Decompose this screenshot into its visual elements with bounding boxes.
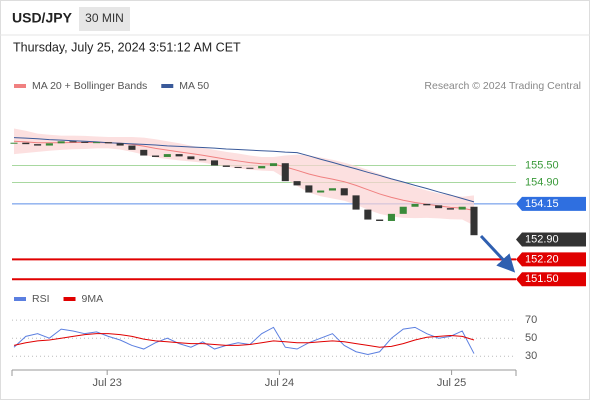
candle — [364, 209, 372, 220]
candle — [140, 149, 148, 156]
legend-swatch — [14, 84, 26, 88]
legend-swatch — [14, 297, 26, 301]
candle — [269, 163, 278, 167]
candle — [258, 166, 266, 169]
y-tick-label: 50 — [525, 332, 537, 344]
level-tag — [516, 272, 586, 287]
symbol: USD/JPY — [12, 10, 73, 26]
level-label: 154.15 — [525, 198, 559, 210]
candle — [352, 195, 360, 210]
candle — [328, 188, 336, 191]
level-label: 155.50 — [525, 159, 559, 171]
timestamp: Thursday, July 25, 2024 3:51:12 AM CET — [13, 40, 241, 54]
legend-label: MA 20 + Bollinger Bands — [32, 80, 147, 92]
candle — [387, 213, 395, 221]
indicator-line — [13, 326, 475, 355]
legend-label: 9MA — [82, 293, 104, 305]
candle — [116, 143, 124, 146]
candle — [10, 142, 18, 144]
candle — [163, 154, 171, 157]
candle — [57, 141, 65, 144]
candle — [340, 188, 348, 196]
candle — [93, 142, 101, 144]
legend-label: MA 50 — [179, 80, 209, 92]
level-label: 151.50 — [525, 273, 559, 285]
candle — [187, 156, 195, 160]
level-label: 152.20 — [525, 253, 559, 265]
candle — [411, 203, 419, 207]
level-tag — [516, 196, 586, 211]
candle — [45, 143, 53, 146]
candle — [305, 185, 313, 193]
timeframe-box — [79, 7, 130, 31]
candle — [446, 208, 454, 210]
candle — [222, 165, 230, 167]
candle — [293, 181, 301, 186]
legend-swatch — [161, 84, 174, 88]
candle — [69, 141, 77, 143]
candle — [399, 206, 407, 214]
candle — [246, 167, 254, 169]
credit: Research © 2024 Trading Central — [424, 80, 581, 92]
candle — [458, 206, 466, 210]
y-tick-label: 30 — [525, 350, 537, 362]
candle — [317, 190, 325, 193]
candle — [128, 145, 136, 150]
level-tag — [516, 252, 586, 267]
level-tag — [516, 232, 586, 247]
y-tick-label: 70 — [525, 314, 537, 326]
candle — [435, 205, 443, 209]
candle — [470, 206, 478, 236]
level-label: 152.90 — [525, 233, 559, 245]
legend-swatch — [63, 297, 76, 301]
candle — [104, 142, 112, 144]
forecast-arrow — [479, 234, 516, 273]
candle — [210, 160, 219, 166]
candle — [175, 154, 183, 157]
legend-label: RSI — [32, 293, 50, 305]
candle — [34, 144, 42, 146]
x-tick-label: Jul 24 — [265, 377, 294, 389]
x-tick-label: Jul 23 — [92, 377, 121, 389]
x-tick-label: Jul 25 — [437, 377, 466, 389]
candle — [152, 155, 160, 157]
candle — [234, 166, 242, 168]
candle — [423, 203, 431, 206]
candle — [199, 159, 207, 161]
level-label: 154.90 — [525, 176, 559, 188]
candle — [281, 163, 289, 182]
ma-line — [13, 137, 475, 203]
candle — [22, 142, 30, 145]
candle — [376, 219, 384, 221]
timeframe: 30 MIN — [85, 11, 124, 25]
indicator-line — [13, 333, 475, 348]
ma-line — [13, 140, 475, 211]
candle — [81, 141, 89, 143]
